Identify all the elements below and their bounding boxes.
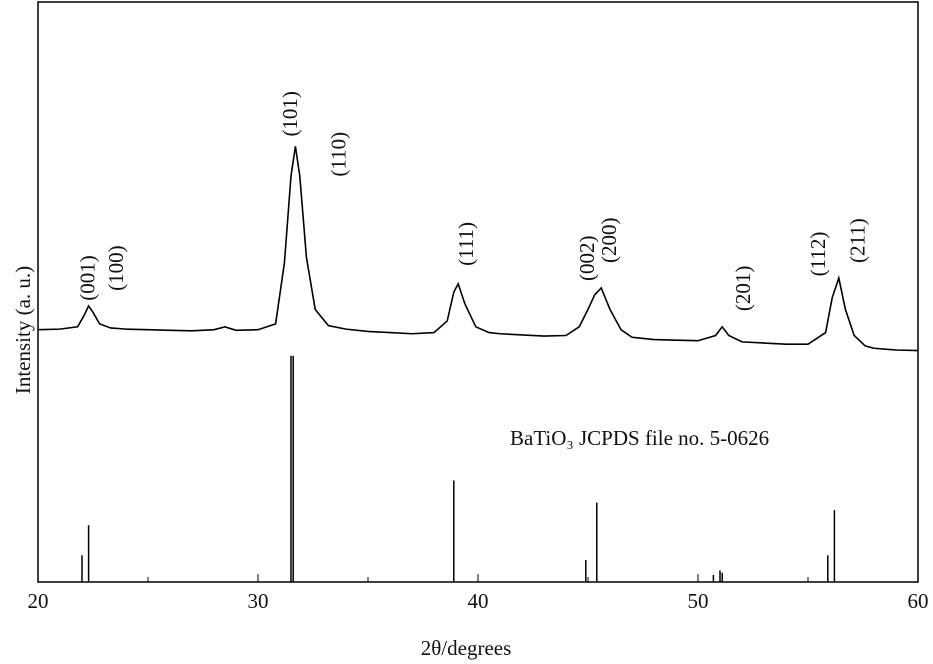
peak-label: (112) [806,232,830,277]
x-tick-label: 60 [908,589,929,613]
reference-label: BaTiO₃ JCPDS file no. 5-0626 [510,426,769,450]
x-axis-label: 2θ/degrees [421,636,512,660]
pattern-line [37,146,919,352]
y-axis-label: Intensity (a. u.) [11,266,35,394]
peak-label: (101) [278,91,302,137]
x-tick-label: 40 [468,589,489,613]
peak-label: (200) [597,218,621,264]
peak-label: (001) [76,255,100,301]
peak-label: (111) [454,222,478,266]
x-tick-label: 20 [28,589,49,613]
peak-label: (100) [104,245,128,291]
x-tick-label: 30 [248,589,269,613]
plot-frame [37,1,919,583]
peak-label: (002) [575,235,599,281]
peak-label: (211) [846,218,870,263]
peak-label: (110) [326,132,350,177]
peak-label: (201) [731,266,755,312]
x-tick-label: 50 [688,589,709,613]
